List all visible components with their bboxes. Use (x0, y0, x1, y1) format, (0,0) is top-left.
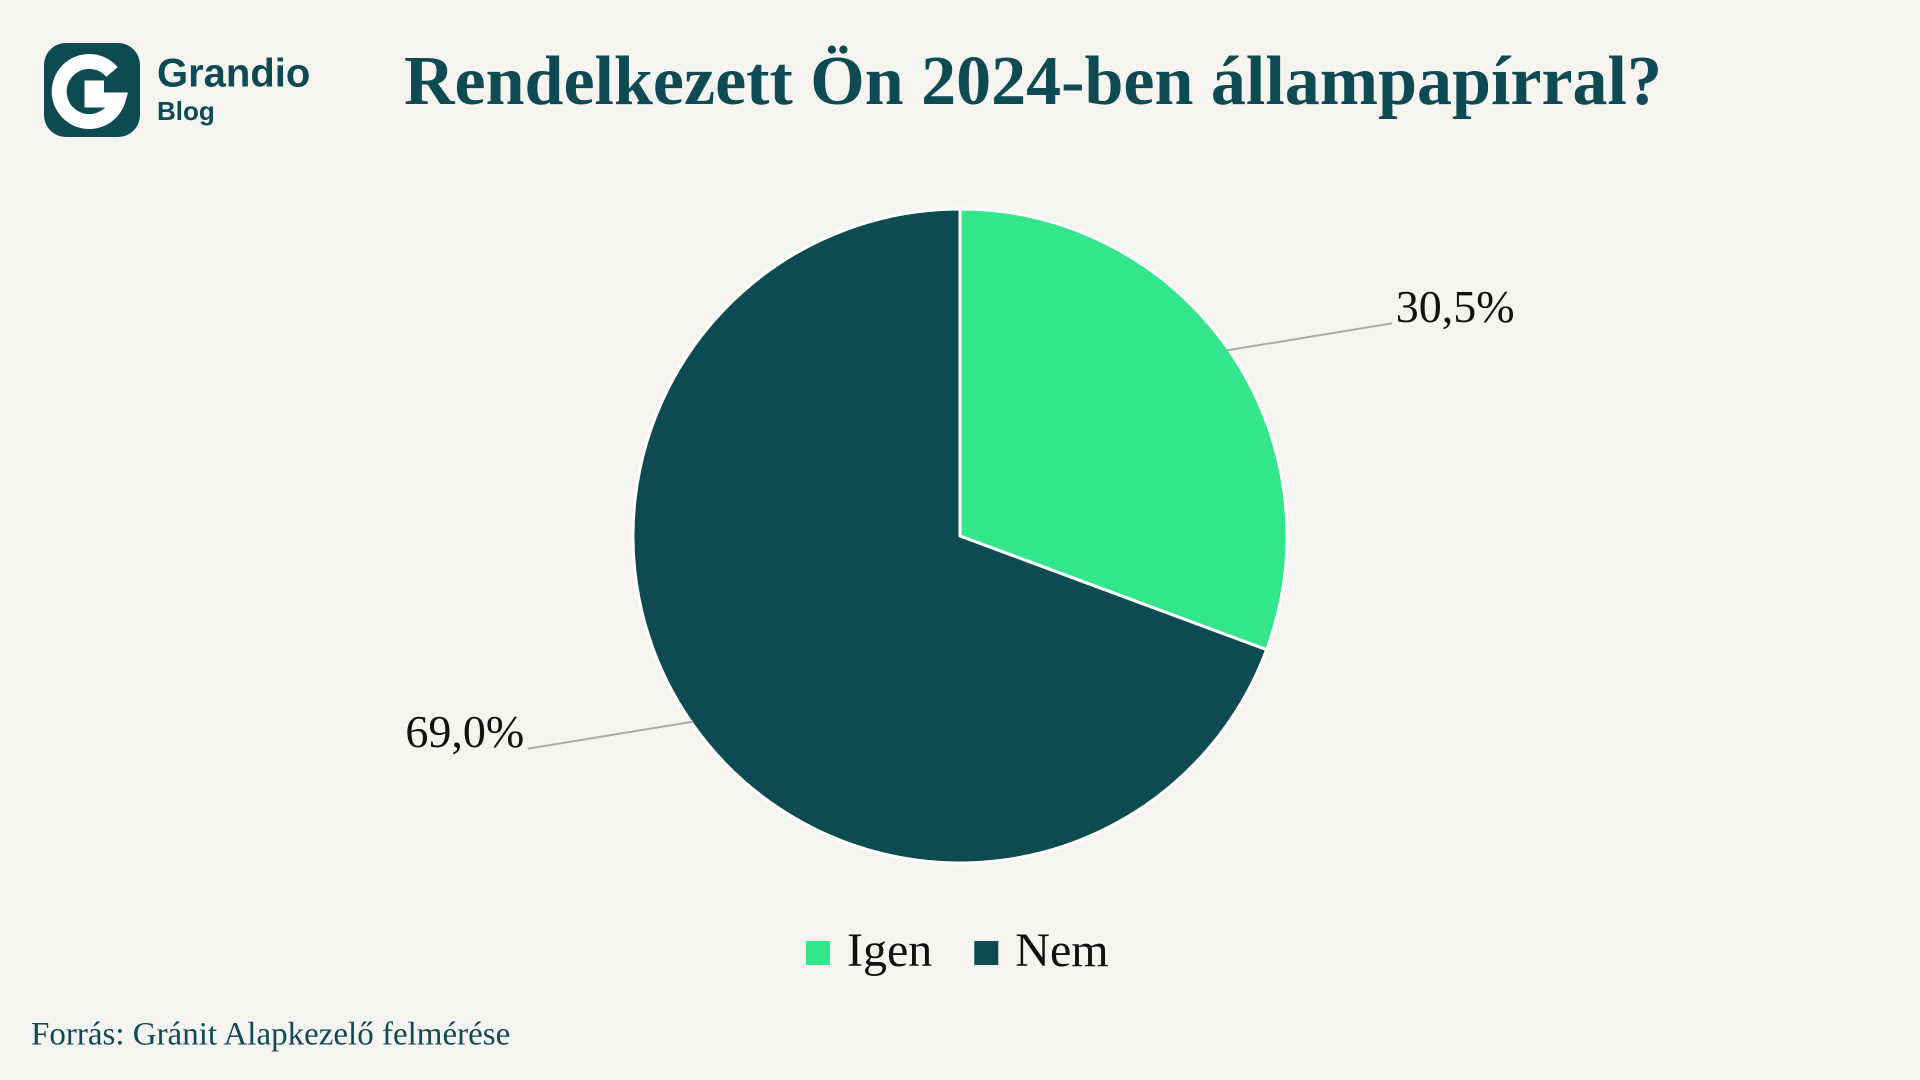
data-label: 69,0% (405, 706, 524, 757)
brand-sub: Blog (157, 96, 215, 126)
legend-swatch (974, 941, 999, 965)
leader-line (1226, 322, 1392, 352)
legend-label: Nem (1015, 924, 1108, 977)
logo: Grandio Blog (44, 43, 310, 137)
legend-label: Igen (847, 924, 932, 977)
legend-swatch (806, 941, 830, 965)
leader-line (528, 720, 694, 750)
logo-glyph (51, 54, 129, 129)
data-label: 30,5% (1396, 281, 1515, 332)
chart-title: Rendelkezett Ön 2024-ben állampapírral? (404, 43, 1662, 120)
source-note: Forrás: Gránit Alapkezelő felmérése (31, 1017, 510, 1053)
pie: 30,5% 69,0% (405, 207, 1515, 865)
brand-name: Grandio (157, 52, 310, 96)
legend: Igen Nem (806, 924, 1109, 977)
